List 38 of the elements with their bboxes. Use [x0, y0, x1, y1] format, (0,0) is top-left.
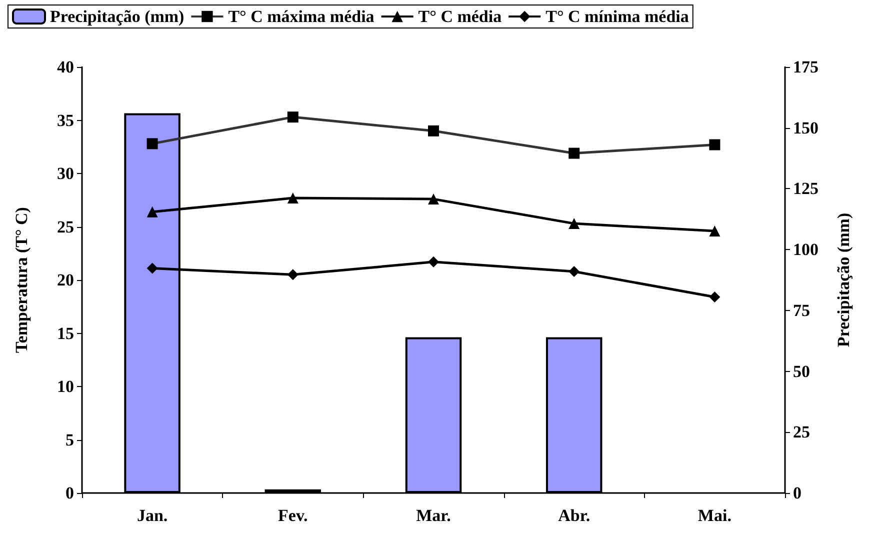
point: [146, 206, 158, 218]
point: [287, 192, 298, 204]
y-tick-label: 5: [66, 430, 74, 450]
y2-tick-label: 100: [793, 240, 818, 260]
y-axis-title: Temperatura (T° C): [12, 207, 31, 353]
y-tick-label: 20: [57, 270, 74, 290]
legend-label: T° C mínima média: [546, 7, 690, 26]
y-tick-label: 10: [57, 377, 74, 396]
x-tick-label: Jan.: [136, 506, 168, 525]
y2-tick-label: 25: [793, 422, 810, 442]
legend-label: T° C média: [418, 7, 502, 26]
y-tick-label: 15: [57, 324, 74, 343]
y2-axis-title: Precipitação (mm): [834, 212, 853, 348]
y-tick-label: 35: [57, 110, 74, 130]
x-tick-label: Abr.: [558, 506, 590, 525]
point: [146, 262, 158, 274]
point: [428, 256, 439, 268]
x-tick-label: Fev.: [278, 506, 308, 525]
point: [428, 194, 439, 205]
point: [709, 226, 720, 237]
point: [709, 292, 720, 303]
legend-label: T° C máxima média: [228, 7, 375, 26]
y-tick-label: 25: [57, 217, 74, 236]
point: [568, 266, 580, 277]
point: [287, 269, 298, 280]
y2-tick-label: 75: [793, 300, 810, 320]
y-tick-label: 40: [57, 58, 74, 76]
x-tick-label: Mai.: [698, 506, 732, 525]
y-tick-label: 0: [66, 484, 74, 502]
y2-tick-label: 0: [793, 484, 802, 502]
point: [568, 218, 580, 230]
x-tick-label: Mar.: [416, 506, 451, 525]
y2-tick-label: 50: [793, 362, 810, 381]
legend-label: Precipitação (mm): [50, 7, 184, 26]
y-tick-label: 30: [57, 164, 74, 183]
y2-tick-label: 150: [793, 118, 818, 138]
y2-tick-label: 175: [793, 58, 818, 76]
y2-tick-label: 125: [793, 179, 818, 198]
